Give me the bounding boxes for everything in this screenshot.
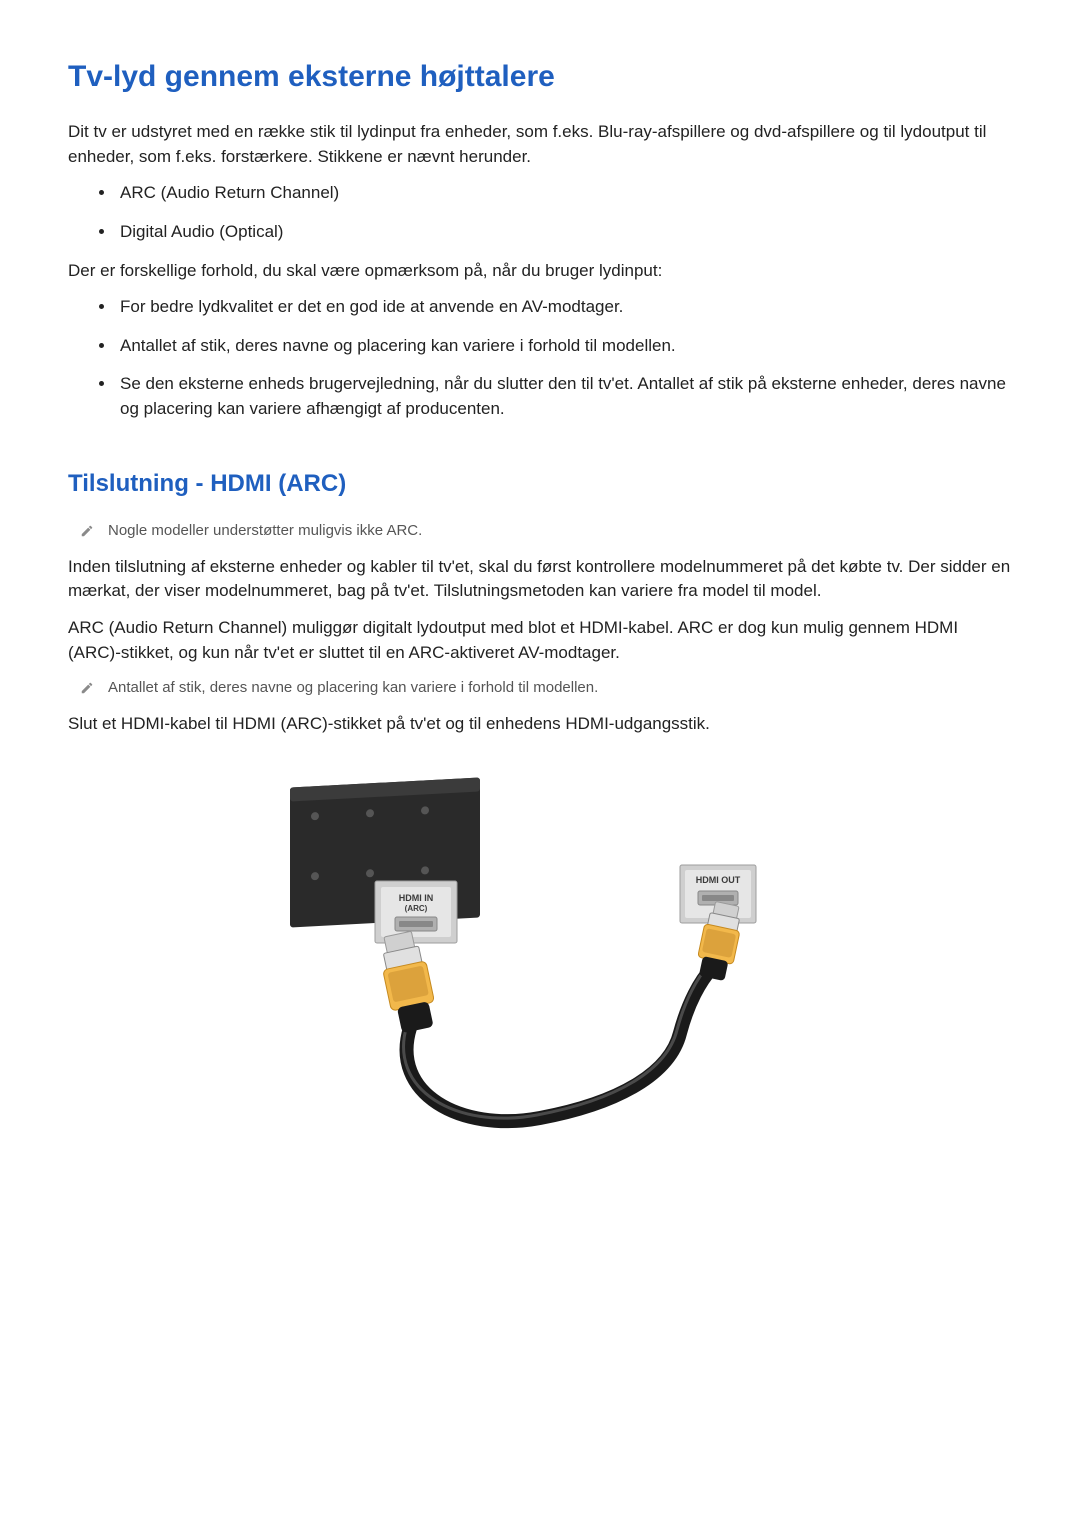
body-paragraph: ARC (Audio Return Channel) muliggør digi… — [68, 616, 1012, 665]
body-paragraph: Inden tilslutning af eksterne enheder og… — [68, 555, 1012, 604]
hdmi-arc-connection-diagram: HDMI IN (ARC) HDMI OUT — [68, 763, 1012, 1143]
list-item: ARC (Audio Return Channel) — [116, 181, 1012, 206]
considerations-list: For bedre lydkvalitet er det en god ide … — [68, 295, 1012, 422]
intro-paragraph: Dit tv er udstyret med en række stik til… — [68, 120, 1012, 169]
pencil-icon — [80, 522, 94, 540]
list-item: Antallet af stik, deres navne og placeri… — [116, 334, 1012, 359]
body-paragraph: Slut et HDMI-kabel til HDMI (ARC)-stikke… — [68, 712, 1012, 737]
hdmi-cable-icon — [407, 968, 712, 1121]
hdmi-out-label: HDMI OUT — [696, 875, 741, 885]
list-item: For bedre lydkvalitet er det en god ide … — [116, 295, 1012, 320]
hdmi-in-port-icon: HDMI IN (ARC) — [375, 881, 457, 943]
list-item: Digital Audio (Optical) — [116, 220, 1012, 245]
hdmi-in-label-line2: (ARC) — [405, 904, 428, 913]
note-text: Antallet af stik, deres navne og placeri… — [108, 677, 598, 698]
note: Antallet af stik, deres navne og placeri… — [80, 677, 1012, 698]
note-text: Nogle modeller understøtter muligvis ikk… — [108, 520, 422, 541]
page-title: Tv-lyd gennem eksterne højttalere — [68, 60, 1012, 94]
list-item: Se den eksterne enheds brugervejledning,… — [116, 372, 1012, 421]
pencil-icon — [80, 679, 94, 697]
hdmi-in-label-line1: HDMI IN — [399, 893, 434, 903]
body-paragraph: Der er forskellige forhold, du skal være… — [68, 259, 1012, 284]
note: Nogle modeller understøtter muligvis ikk… — [80, 520, 1012, 541]
hdmi-plug-left-icon — [376, 929, 439, 1034]
section-heading-hdmi-arc: Tilslutning - HDMI (ARC) — [68, 470, 1012, 498]
connector-list: ARC (Audio Return Channel) Digital Audio… — [68, 181, 1012, 244]
